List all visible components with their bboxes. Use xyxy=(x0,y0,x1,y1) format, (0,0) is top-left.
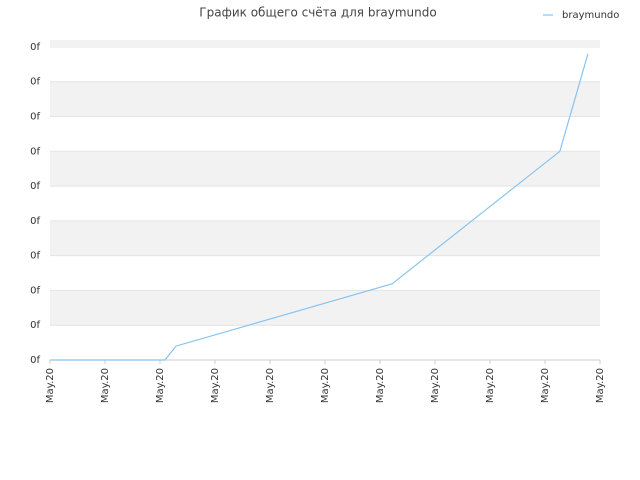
y-tick-label: 0f xyxy=(30,77,40,88)
grid-band xyxy=(50,220,600,256)
x-tick-label: May.20 xyxy=(430,368,441,403)
legend-label: braymundo xyxy=(562,10,619,21)
y-tick-label: 0f xyxy=(30,146,40,157)
grid-band xyxy=(50,81,600,117)
y-tick-label: 0f xyxy=(30,112,40,123)
x-tick-label: May.20 xyxy=(320,368,331,403)
chart-title: График общего счёта для braymundo xyxy=(199,6,436,20)
y-tick-label: 0f xyxy=(30,285,40,296)
series-line xyxy=(50,53,589,361)
y-tick-label: 0f xyxy=(30,251,40,262)
x-tick-label: May.20 xyxy=(210,368,221,403)
x-tick-label: May.20 xyxy=(155,368,166,403)
x-tick-label: May.20 xyxy=(540,368,551,403)
x-tick-label: May.20 xyxy=(595,368,606,403)
y-tick-label: 0f xyxy=(30,181,40,192)
grid-band xyxy=(50,40,600,47)
x-tick-label: May.20 xyxy=(485,368,496,403)
y-tick-label: 0f xyxy=(30,355,40,366)
y-tick-label: 0f xyxy=(30,320,40,331)
y-tick-label: 0f xyxy=(30,216,40,227)
x-tick-label: May.20 xyxy=(45,368,56,403)
grid-band xyxy=(50,290,600,326)
x-tick-label: May.20 xyxy=(265,368,276,403)
x-tick-label: May.20 xyxy=(100,368,111,403)
grid-band xyxy=(50,151,600,187)
y-tick-label: 0f xyxy=(30,42,40,53)
x-tick-label: May.20 xyxy=(375,368,386,403)
